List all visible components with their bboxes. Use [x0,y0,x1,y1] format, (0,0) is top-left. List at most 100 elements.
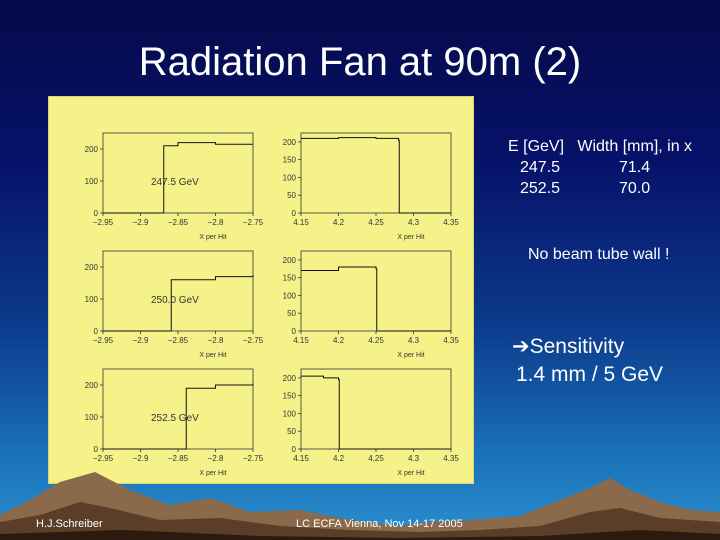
x-tick-label: 4.35 [443,454,459,463]
y-tick-label: 50 [287,191,296,200]
x-tick-label: 4.3 [408,336,420,345]
y-tick-label: 200 [85,381,99,390]
y-tick-label: 50 [287,309,296,318]
y-tick-label: 150 [283,392,297,401]
histogram-line [103,142,253,214]
x-tick-label: 4.25 [368,336,384,345]
x-tick-label: −2.95 [93,218,114,227]
x-axis-label: X per Hit [397,470,424,477]
histogram-line [301,137,451,214]
x-tick-label: 4.25 [368,218,384,227]
row-energy: 247.5 [520,159,561,176]
x-tick-label: 4.2 [333,218,345,227]
x-tick-label: −2.95 [93,454,114,463]
histogram-line [301,375,451,450]
row-energy: 252.5 [520,180,561,197]
energy-annotation: 247.5 GeV [151,177,199,188]
table-row: 70.0 [619,180,650,198]
energy-annotation: 250.0 GeV [151,295,199,306]
y-tick-label: 200 [85,263,99,272]
x-tick-label: 4.2 [333,454,345,463]
y-tick-label: 0 [94,327,99,336]
x-tick-label: −2.95 [93,336,114,345]
y-tick-label: 100 [283,409,297,418]
histogram-247-right: 200 150 100 50 0 4.15 4.2 4.25 4.3 4.35 X per Hit [261,127,461,245]
x-axis-label: X per Hit [397,352,424,359]
plot-frame [300,132,452,214]
y-tick-label: 0 [94,445,99,454]
row-width: 70.0 [619,180,651,197]
x-tick-label: −2.85 [168,336,189,345]
x-tick-label: 4.3 [408,454,420,463]
sensitivity-value: 1.4 mm / 5 GeV [516,363,664,386]
x-tick-label: 4.15 [293,454,309,463]
y-tick-label: 100 [85,413,99,422]
histogram-252-right: 200 150 100 50 0 4.15 4.2 4.25 4.3 4.35 X per Hit [261,363,461,481]
mountain-landscape [0,472,720,540]
y-tick-label: 0 [292,445,297,454]
histogram-252-left: 200 100 0 −2.95 −2.9 −2.85 −2.8 −2.75 X per Hit 2… [63,363,263,481]
y-tick-label: 200 [283,374,297,383]
x-tick-label: 4.25 [368,454,384,463]
x-tick-label: 4.15 [293,336,309,345]
x-tick-label: −2.8 [208,454,224,463]
table-row: 247.5 [520,159,560,177]
x-tick-label: 4.35 [443,336,459,345]
x-axis-label: X per Hit [199,352,226,359]
table-row: 252.5 [520,180,560,198]
histogram-250-left: 200 100 0 −2.95 −2.9 −2.85 −2.8 −2.75 X per Hit 2… [63,245,263,363]
histogram-250-right: 200 150 100 50 0 4.15 4.2 4.25 4.3 4.35 X per Hit [261,245,461,363]
sensitivity-note: ➔Sensitivity 1.4 mm / 5 GeV [512,333,663,389]
plot-frame [102,368,254,450]
x-tick-label: −2.8 [208,336,224,345]
y-tick-label: 0 [292,209,297,218]
header-energy: E [GeV] [508,138,565,155]
row-width: 71.4 [619,159,651,176]
footer-author: H.J.Schreiber [36,518,103,530]
x-tick-label: 4.15 [293,218,309,227]
y-tick-label: 0 [292,327,297,336]
x-tick-label: −2.9 [133,336,149,345]
x-axis-label: X per Hit [199,234,226,241]
plot-frame [300,368,452,450]
slide-title: Radiation Fan at 90m (2) [138,40,582,84]
y-tick-label: 100 [283,291,297,300]
x-tick-label: −2.9 [133,454,149,463]
y-tick-label: 200 [283,256,297,265]
energy-annotation: 252.5 GeV [151,413,199,424]
histogram-line [301,266,451,332]
y-tick-label: 200 [85,145,99,154]
x-tick-label: −2.9 [133,218,149,227]
table-header: E [GeV] Width [mm], in x [508,138,692,156]
y-tick-label: 100 [85,295,99,304]
plot-frame [300,250,452,332]
x-axis-label: X per Hit [397,234,424,241]
histogram-line [103,383,254,450]
x-tick-label: 4.35 [443,218,459,227]
y-tick-label: 100 [85,177,99,186]
y-tick-label: 0 [94,209,99,218]
histogram-line [103,275,254,332]
y-tick-label: 50 [287,427,296,436]
header-width: Width [mm], in x [577,138,693,155]
y-tick-label: 150 [283,156,297,165]
x-tick-label: 4.2 [333,336,345,345]
sensitivity-title: Sensitivity [529,335,625,358]
x-tick-label: −2.75 [243,454,263,463]
x-tick-label: −2.8 [208,218,224,227]
arrow-icon: ➔ [512,335,530,358]
x-tick-label: −2.75 [243,336,263,345]
y-tick-label: 100 [283,173,297,182]
footer-event: LC ECFA Vienna, Nov 14-17 2005 [296,518,463,530]
x-tick-label: −2.85 [168,218,189,227]
x-axis-label: X per Hit [199,470,226,477]
plot-frame [102,250,254,332]
no-beam-tube-note: No beam tube wall ! [528,246,670,263]
table-row: 71.4 [619,159,650,177]
histogram-panel: 200 100 0 −2.95 −2.9 −2.85 −2.8 −2.75 X per Hit 2… [48,96,474,484]
x-tick-label: −2.75 [243,218,263,227]
histogram-247-left: 200 100 0 −2.95 −2.9 −2.85 −2.8 −2.75 X per Hit 2… [63,127,263,245]
y-tick-label: 200 [283,138,297,147]
x-tick-label: −2.85 [168,454,189,463]
x-tick-label: 4.3 [408,218,420,227]
